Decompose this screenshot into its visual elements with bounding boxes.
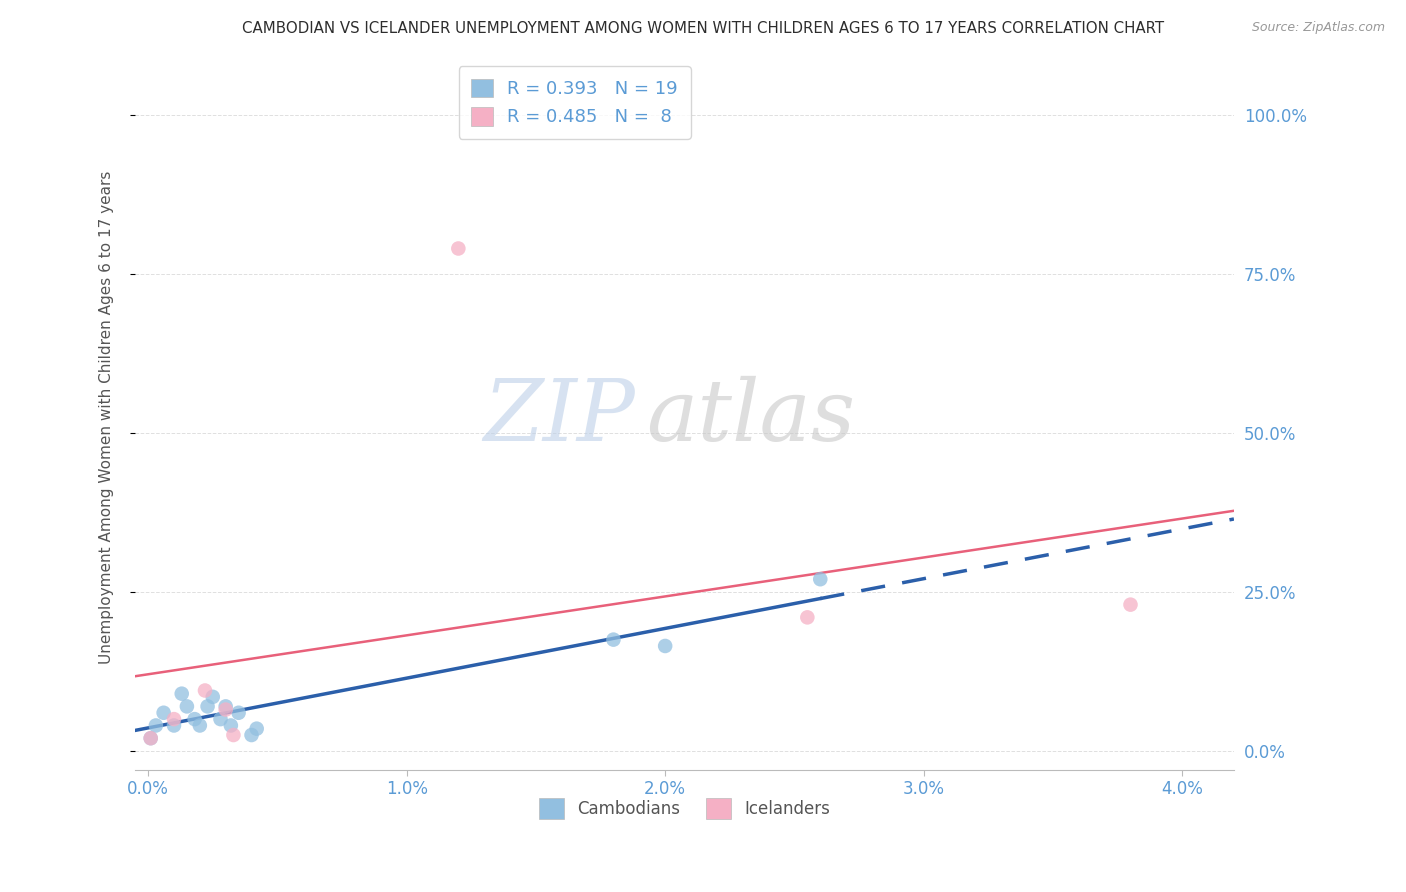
Point [246,722,269,736]
Point [170,687,193,701]
Point [654,639,676,653]
Point [194,683,217,698]
Point [139,731,162,746]
Point [139,731,162,746]
Point [240,728,263,742]
Point [209,712,232,726]
Legend: Cambodians, Icelanders: Cambodians, Icelanders [533,791,837,825]
Point [152,706,174,720]
Point [145,718,167,732]
Point [163,718,186,732]
Text: ZIP: ZIP [484,376,636,458]
Y-axis label: Unemployment Among Women with Children Ages 6 to 17 years: Unemployment Among Women with Children A… [100,170,114,664]
Point [201,690,224,704]
Point [176,699,198,714]
Point [222,728,245,742]
Point [163,712,186,726]
Point [219,718,242,732]
Text: Source: ZipAtlas.com: Source: ZipAtlas.com [1251,21,1385,34]
Text: CAMBODIAN VS ICELANDER UNEMPLOYMENT AMONG WOMEN WITH CHILDREN AGES 6 TO 17 YEARS: CAMBODIAN VS ICELANDER UNEMPLOYMENT AMON… [242,21,1164,36]
Point [1119,598,1142,612]
Text: atlas: atlas [647,376,855,458]
Point [808,572,831,586]
Point [215,699,238,714]
Point [602,632,624,647]
Point [447,242,470,256]
Point [228,706,250,720]
Point [197,699,219,714]
Point [188,718,211,732]
Point [215,702,238,716]
Point [183,712,205,726]
Point [796,610,818,624]
